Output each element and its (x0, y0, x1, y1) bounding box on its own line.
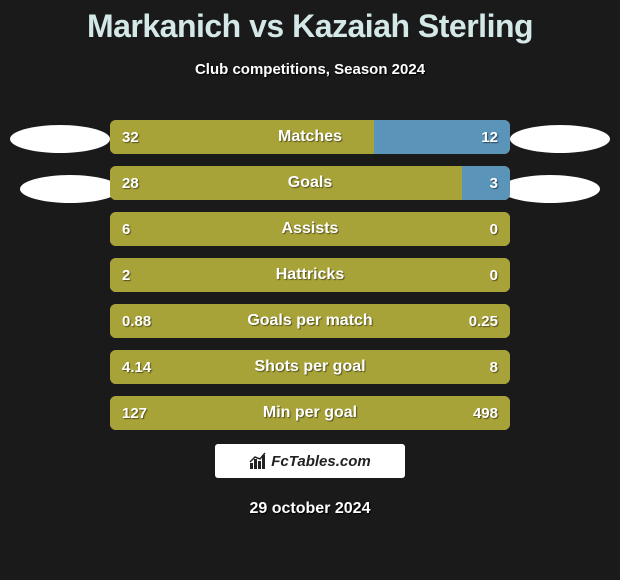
bar-left (110, 166, 462, 200)
footer-date: 29 october 2024 (0, 500, 620, 518)
stats-container: 3212Matches 283Goals 60Assists 20Hattricks 0… (110, 120, 510, 442)
stat-row: 0.880.25Goals per match (110, 304, 510, 338)
subtitle: Club competitions, Season 2024 (0, 61, 620, 78)
bar-right (462, 166, 510, 200)
stat-row: 60Assists (110, 212, 510, 246)
bar-left (110, 304, 510, 338)
page-title: Markanich vs Kazaiah Sterling (0, 0, 620, 45)
brand-logo: FcTables.com (215, 444, 405, 478)
player1-badge-top (10, 125, 110, 153)
stat-row: 20Hattricks (110, 258, 510, 292)
stat-row: 127498Min per goal (110, 396, 510, 430)
stat-row: 4.148Shots per goal (110, 350, 510, 384)
bar-left (110, 212, 510, 246)
bar-left (110, 258, 510, 292)
bar-left (110, 120, 374, 154)
chart-icon (249, 452, 267, 470)
player2-badge-top (510, 125, 610, 153)
bar-right (374, 120, 510, 154)
bar-left (110, 350, 510, 384)
stat-row: 3212Matches (110, 120, 510, 154)
stat-row: 283Goals (110, 166, 510, 200)
brand-text: FcTables.com (271, 453, 370, 470)
bar-left (110, 396, 510, 430)
player1-badge-bottom (20, 175, 120, 203)
player2-badge-bottom (500, 175, 600, 203)
